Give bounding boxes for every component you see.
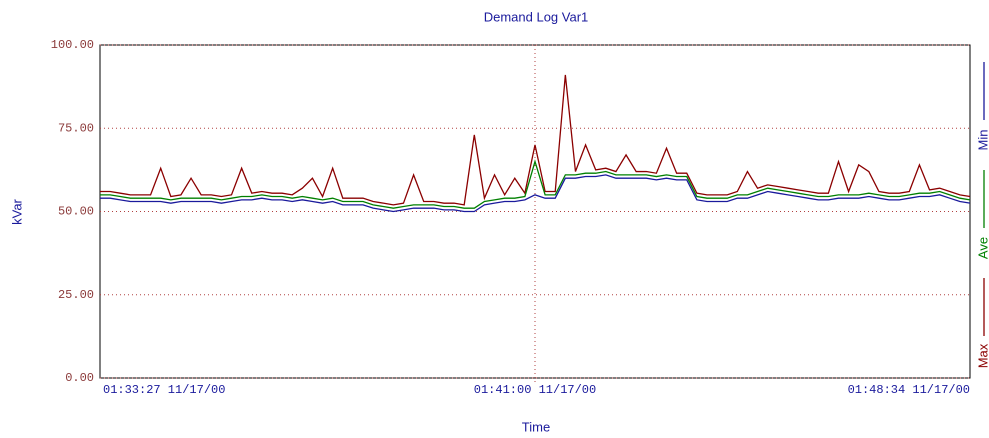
y-tick-label: 75.00 (58, 121, 94, 135)
plot-frame (99, 44, 971, 379)
y-tick-label: 50.00 (58, 205, 94, 219)
series-line (100, 174, 971, 213)
y-tick-label: 25.00 (58, 288, 94, 302)
x-tick-label: 01:33:27 11/17/00 (103, 383, 225, 397)
chart-title: Demand Log Var1 (484, 9, 589, 24)
legend-label: Max (975, 343, 989, 368)
legend-label: Min (975, 130, 989, 151)
x-axis-label: Time (522, 419, 550, 434)
y-tick-label: 0.00 (65, 371, 94, 385)
x-tick-label: 01:48:34 11/17/00 (848, 383, 970, 397)
y-tick-label: 100.00 (51, 38, 94, 52)
y-axis-label: kVar (9, 198, 24, 224)
series-line (100, 159, 971, 209)
x-tick-label: 01:41:00 11/17/00 (474, 383, 596, 397)
series-line (100, 74, 971, 206)
legend-label: Ave (975, 237, 989, 259)
